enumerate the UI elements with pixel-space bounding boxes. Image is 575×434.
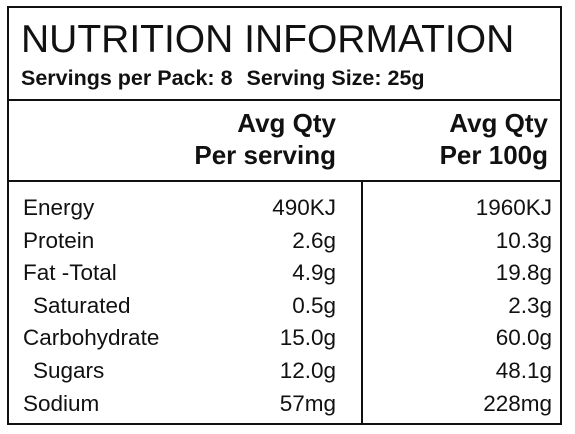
column-headers: Avg Qty Per serving Avg Qty Per 100g [9, 99, 560, 182]
per-100g-value: 10.3g [495, 227, 552, 253]
header-per-100g: Avg Qty Per 100g [440, 107, 548, 171]
nutrient-row: Fat -Total 4.9g 19.8g [9, 258, 560, 288]
header-per-serving-line-2: Per serving [194, 140, 336, 170]
per-serving-value: 490KJ [272, 195, 336, 220]
per-serving-value: 4.9g [292, 260, 336, 286]
per-100g-value: 228mg [483, 390, 552, 416]
nutrient-row: Protein 2.6g 10.3g [9, 226, 560, 256]
per-serving-value: 2.6g [292, 227, 336, 253]
nutrient-row: Energy 490KJ 1960KJ [9, 193, 560, 223]
per-100g-value: 60.0g [495, 325, 552, 351]
header-per-100g-line-2: Per 100g [439, 140, 548, 170]
nutrient-label: Protein [23, 227, 95, 253]
per-serving-value: 0.5g [292, 292, 336, 318]
per-serving-value: 15.0g [279, 325, 336, 351]
nutrition-panel: NUTRITION INFORMATION Servings per Pack:… [7, 6, 562, 425]
nutrient-label: Energy [23, 195, 95, 220]
panel-title: NUTRITION INFORMATION [21, 18, 515, 61]
servings-per-pack: Servings per Pack: 8 [21, 66, 233, 90]
nutrient-label: Carbohydrate [23, 325, 160, 351]
per-100g-value: 19.8g [495, 260, 552, 286]
nutrient-rows: Energy 490KJ 1960KJ Protein 2.6g 10.3g Fat -To… [9, 180, 560, 425]
per-100g-value: 1960KJ [475, 195, 552, 220]
header-per-serving-line-1: Avg Qty [237, 108, 336, 138]
nutrient-row: Carbohydrate 15.0g 60.0g [9, 323, 560, 353]
per-100g-value: 2.3g [508, 292, 552, 318]
per-serving-value: 12.0g [279, 358, 336, 383]
nutrient-label: Saturated [33, 292, 131, 318]
header-per-100g-line-1: Avg Qty [449, 108, 548, 138]
nutrient-label: Sugars [33, 358, 105, 383]
servings-line: Servings per Pack: 8 Serving Size: 25g [21, 65, 425, 91]
nutrient-label: Sodium [23, 390, 100, 416]
per-serving-value: 57mg [279, 390, 336, 416]
column-divider [361, 180, 363, 425]
nutrient-row: Sodium 57mg 228mg [9, 389, 560, 419]
nutrient-label: Fat -Total [23, 260, 117, 286]
header-per-serving: Avg Qty Per serving [194, 107, 336, 171]
nutrient-row: Saturated 0.5g 2.3g [9, 291, 560, 321]
per-100g-value: 48.1g [495, 358, 552, 383]
title-block: NUTRITION INFORMATION Servings per Pack:… [9, 8, 560, 101]
nutrient-row: Sugars 12.0g 48.1g [9, 356, 560, 386]
serving-size: Serving Size: 25g [246, 66, 425, 90]
